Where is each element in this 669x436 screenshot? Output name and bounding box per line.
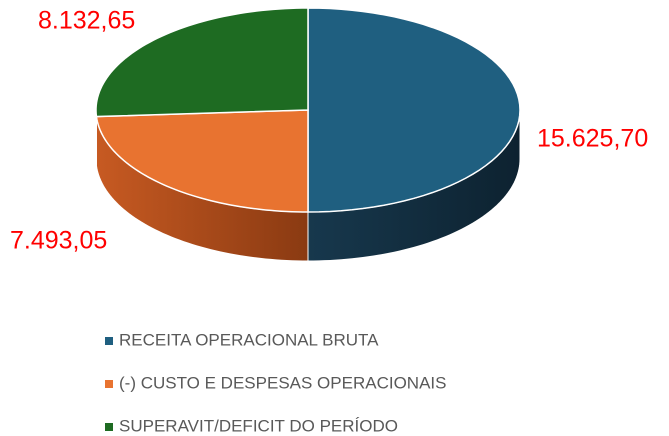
data-label: 15.625,70 [537,125,648,153]
data-label: 8.132,65 [38,7,135,35]
slice [95,109,309,213]
legend-swatch [105,337,113,345]
legend-swatch [105,423,113,431]
slice [307,7,521,213]
data-label: 7.493,05 [10,227,107,255]
legend-label: RECEITA OPERACIONAL BRUTA [119,330,379,349]
legend-label: SUPERAVIT/DEFICIT DO PERÍODO [119,416,398,435]
slice [95,7,309,118]
legend-swatch [105,380,113,388]
legend-label: (-) CUSTO E DESPESAS OPERACIONAIS [119,373,446,392]
